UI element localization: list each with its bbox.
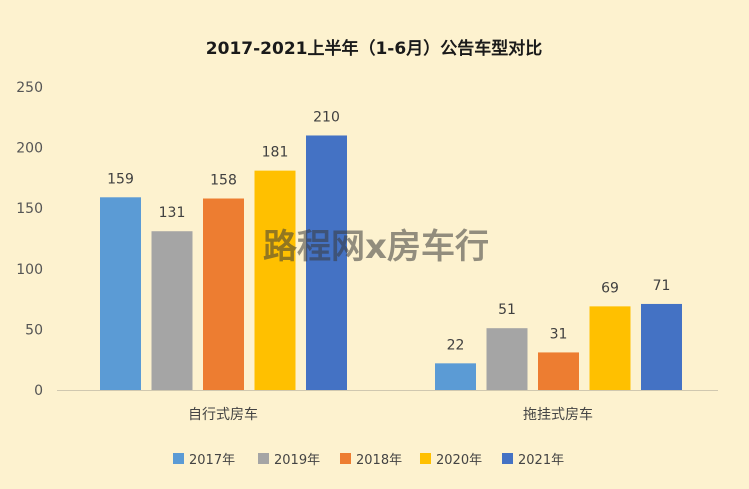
y-tick-label: 0 (34, 383, 43, 399)
bar (435, 363, 476, 390)
y-axis: 0 50 100 150 200 250 (16, 80, 43, 399)
x-category-label: 自行式房车 (188, 406, 258, 423)
data-label: 22 (447, 337, 465, 353)
bar (486, 328, 528, 390)
data-label: 71 (653, 278, 671, 294)
bar (589, 306, 631, 390)
chart-title: 2017-2021上半年（1-6月）公告车型对比 (206, 38, 542, 59)
y-tick-label: 250 (16, 80, 43, 96)
bar (641, 303, 682, 390)
legend-label: 2018年 (356, 453, 402, 468)
y-tick-label: 200 (16, 141, 43, 157)
x-category-label: 拖挂式房车 (523, 406, 593, 423)
data-label: 51 (498, 302, 516, 318)
y-tick-label: 50 (25, 322, 43, 338)
data-label: 181 (262, 145, 289, 161)
bar-series-group: 159 22 131 51 158 31 181 69 210 71 (100, 109, 682, 390)
bar (306, 135, 347, 390)
data-label: 158 (210, 173, 237, 189)
y-tick-label: 100 (16, 262, 43, 278)
legend-label: 2019年 (274, 453, 320, 468)
legend-swatch (420, 453, 431, 464)
bar (100, 197, 141, 390)
legend-swatch (502, 453, 513, 464)
legend-swatch (340, 453, 351, 464)
data-label: 131 (159, 205, 186, 221)
data-label: 69 (601, 280, 619, 296)
watermark: 路程网x房车行 (263, 227, 489, 267)
bar (151, 231, 193, 390)
legend: 2017年 2019年 2018年 2020年 2021年 (173, 453, 564, 468)
bar (203, 198, 244, 390)
legend-swatch (258, 453, 269, 464)
legend-label: 2017年 (189, 453, 235, 468)
data-label: 31 (550, 326, 568, 342)
x-axis-categories: 自行式房车 拖挂式房车 (188, 406, 593, 423)
legend-label: 2021年 (518, 453, 564, 468)
data-label: 159 (107, 171, 134, 187)
bar (538, 352, 579, 390)
bar (254, 170, 296, 390)
legend-label: 2020年 (436, 453, 482, 468)
data-label: 210 (313, 109, 340, 125)
y-tick-label: 150 (16, 201, 43, 217)
legend-swatch (173, 453, 184, 464)
